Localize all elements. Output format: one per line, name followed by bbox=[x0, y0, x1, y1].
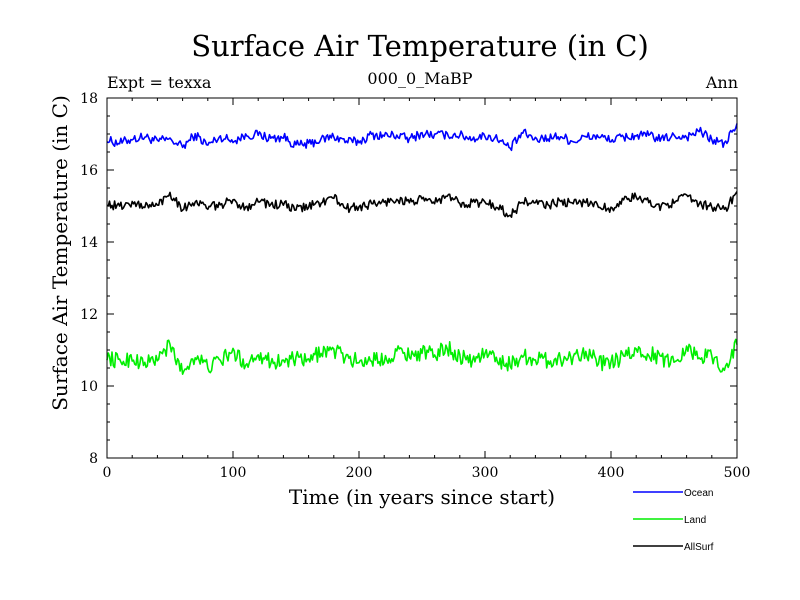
x-tick-label: 500 bbox=[724, 465, 751, 481]
series-line-allsurf bbox=[106, 191, 738, 218]
x-tick-label: 0 bbox=[103, 465, 112, 481]
x-tick-label: 100 bbox=[220, 465, 247, 481]
y-tick-label: 10 bbox=[80, 379, 98, 395]
ticks-layer: 0 100 200 300 400 500 8 10 12 14 16 18 bbox=[80, 91, 750, 481]
plot-frame bbox=[106, 97, 738, 459]
legend-label-land: Land bbox=[684, 515, 706, 526]
y-tick-label: 8 bbox=[89, 451, 98, 467]
y-tick-label: 16 bbox=[80, 163, 98, 179]
x-axis-label: Time (in years since start) bbox=[289, 485, 555, 509]
series-layer bbox=[106, 123, 738, 376]
period-label: Ann bbox=[705, 73, 738, 92]
y-tick-label: 12 bbox=[80, 307, 98, 323]
chart-title: Surface Air Temperature (in C) bbox=[191, 29, 649, 63]
series-line-land bbox=[106, 338, 738, 376]
x-tick-label: 200 bbox=[346, 465, 373, 481]
x-tick-label: 400 bbox=[598, 465, 625, 481]
series-line-ocean bbox=[106, 123, 738, 152]
chart-subtitle: 000_0_MaBP bbox=[367, 69, 472, 88]
y-axis-label: Surface Air Temperature (in C) bbox=[48, 95, 72, 411]
y-tick-label: 18 bbox=[80, 91, 98, 107]
legend-label-ocean: Ocean bbox=[684, 488, 713, 499]
y-tick-label: 14 bbox=[80, 235, 98, 251]
experiment-label: Expt = texxa bbox=[107, 73, 212, 92]
legend-label-allsurf: AllSurf bbox=[684, 542, 714, 553]
x-tick-label: 300 bbox=[472, 465, 499, 481]
legend: Ocean Land AllSurf bbox=[633, 488, 714, 553]
